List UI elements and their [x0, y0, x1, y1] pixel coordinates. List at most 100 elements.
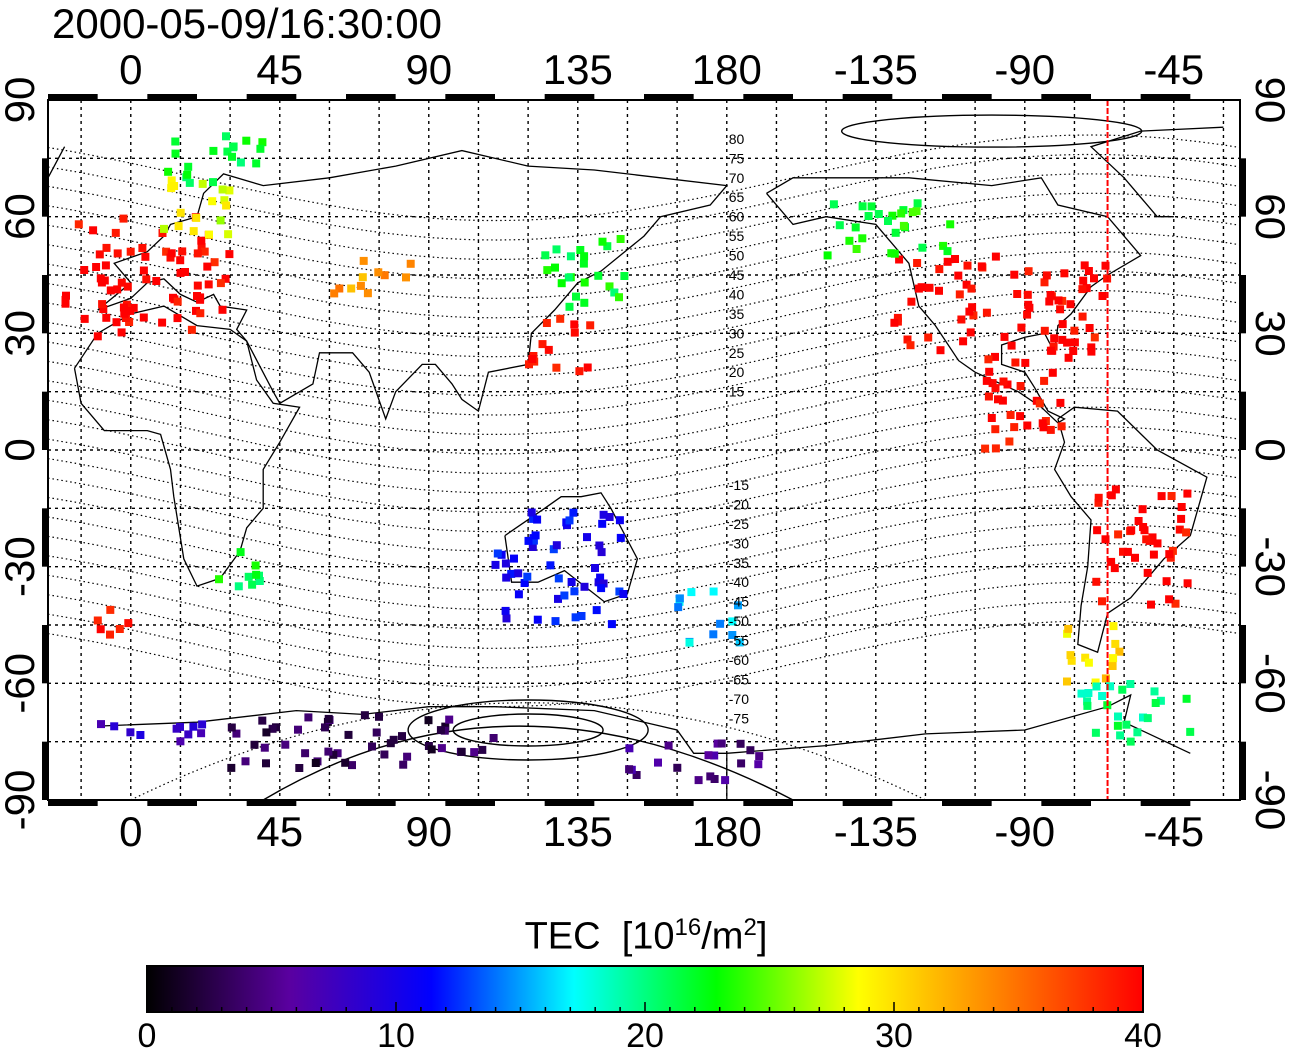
tec-point	[1081, 653, 1090, 662]
tec-point	[735, 638, 744, 647]
tec-point	[347, 284, 356, 293]
tec-point	[586, 321, 595, 330]
tec-point	[218, 305, 227, 314]
tec-point	[709, 630, 718, 639]
contour-label: -45	[729, 594, 749, 610]
tec-point	[197, 729, 206, 738]
tec-point	[687, 588, 696, 597]
tec-point	[501, 559, 510, 568]
contour-label: 60	[729, 209, 745, 225]
tec-point	[632, 771, 641, 779]
tec-point	[106, 605, 115, 614]
tec-point	[988, 379, 997, 388]
tec-point	[1131, 553, 1139, 562]
tec-point	[610, 288, 619, 297]
tec-point	[229, 142, 238, 151]
tec-point	[1023, 310, 1032, 319]
tec-point	[575, 367, 584, 376]
contour-line	[48, 251, 1240, 338]
tec-point	[564, 273, 573, 282]
tec-point	[1151, 699, 1160, 707]
tec-point	[605, 282, 614, 291]
tec-point	[241, 757, 250, 766]
frame-bar-right	[1240, 158, 1246, 217]
tec-point	[1046, 291, 1055, 299]
tec-point	[1093, 526, 1102, 535]
tec-point	[597, 584, 606, 593]
tec-point	[1006, 411, 1015, 419]
x-tick-label-top: 90	[405, 46, 452, 93]
tec-point	[552, 245, 561, 254]
contour-label: 65	[729, 189, 745, 205]
tec-point	[664, 741, 673, 750]
tec-point	[112, 318, 121, 327]
tec-point	[363, 289, 372, 298]
tec-point	[1007, 341, 1016, 350]
axis-frame-bars	[42, 94, 1246, 806]
contour-line	[48, 270, 1240, 358]
tec-point	[1147, 600, 1155, 609]
tec-point	[216, 279, 225, 288]
tec-point	[1127, 526, 1136, 535]
tec-point	[1024, 267, 1033, 276]
tec-point	[728, 617, 737, 626]
tec-point	[523, 572, 532, 581]
tec-point	[1056, 398, 1065, 407]
tec-point	[160, 224, 168, 233]
tec-point	[375, 712, 383, 721]
x-tick-label-bottom: 90	[405, 808, 452, 855]
frame-bar-right	[1240, 508, 1246, 567]
tec-point	[181, 268, 189, 276]
x-tick-label-top: 135	[543, 46, 613, 93]
contour-line	[48, 134, 1240, 222]
tec-point	[957, 315, 966, 324]
tec-point	[924, 333, 933, 342]
tec-point	[1092, 682, 1101, 691]
tec-point	[527, 508, 536, 517]
tec-point	[1150, 687, 1159, 696]
tec-point	[220, 196, 229, 205]
tec-point	[858, 234, 867, 243]
tec-point	[1177, 503, 1186, 511]
tec-point	[981, 444, 990, 453]
contour-line	[48, 562, 1240, 649]
tec-point	[736, 739, 745, 748]
tec-point	[98, 300, 107, 309]
tec-point	[209, 178, 217, 187]
tec-point	[580, 252, 589, 261]
tec-point	[225, 186, 234, 195]
tec-point	[218, 185, 227, 194]
tec-point	[80, 314, 89, 323]
tec-point	[510, 554, 518, 563]
tec-point	[1078, 285, 1087, 294]
tec-point	[987, 414, 996, 422]
colorbar-tick-label: 10	[377, 1017, 415, 1055]
tec-point	[943, 247, 952, 256]
tec-point	[1182, 694, 1191, 703]
tec-point	[119, 303, 128, 312]
tec-point	[717, 739, 726, 748]
tec-point	[208, 197, 217, 206]
tec-point	[96, 625, 105, 634]
tec-point	[603, 242, 612, 251]
tec-point	[1183, 489, 1192, 498]
tec-point	[281, 740, 290, 749]
contour-label: 50	[729, 248, 745, 264]
tec-point	[1013, 290, 1022, 298]
axis-tick-labels: 0045459090135135180180-135-135-90-90-45-…	[0, 46, 1292, 855]
x-tick-label-bottom: -90	[994, 808, 1055, 855]
tec-point	[200, 247, 209, 256]
tec-point	[528, 543, 537, 551]
tec-point	[1060, 269, 1069, 278]
contour-label: 70	[729, 170, 745, 186]
contour-line	[48, 290, 1240, 377]
tec-point	[755, 752, 764, 761]
tec-point	[502, 614, 511, 623]
tec-point	[1040, 326, 1049, 335]
colorbar-tick-label: 30	[875, 1017, 913, 1055]
colorbar-tick-label: 0	[137, 1017, 157, 1055]
tec-point	[232, 729, 241, 738]
tec-point	[935, 265, 944, 274]
tec-point	[1038, 419, 1047, 428]
tec-point	[1133, 728, 1142, 737]
